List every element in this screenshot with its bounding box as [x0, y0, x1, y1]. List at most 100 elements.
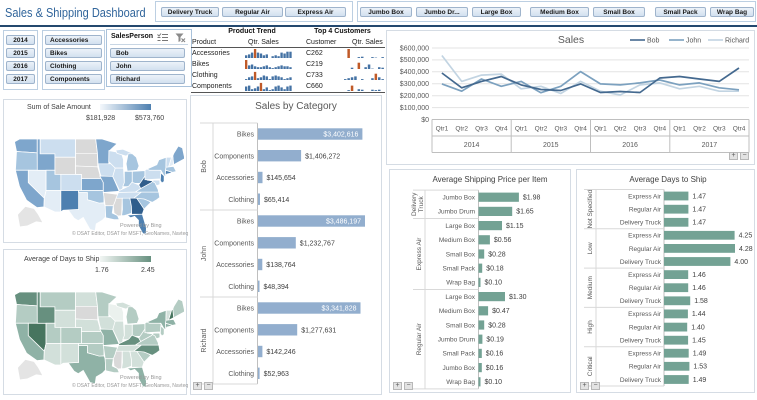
svg-text:$0.18: $0.18: [486, 266, 504, 273]
svg-text:Qtr2: Qtr2: [693, 126, 706, 133]
svg-text:Large Box: Large Box: [445, 223, 475, 230]
svg-text:1.49: 1.49: [693, 351, 707, 358]
svg-text:Richard: Richard: [725, 38, 749, 45]
svg-text:$300,000: $300,000: [400, 81, 429, 88]
svg-text:Jumbo Drum: Jumbo Drum: [438, 209, 475, 216]
svg-text:$142,246: $142,246: [266, 349, 295, 356]
svg-text:Jumbo Drum: Jumbo Drum: [438, 337, 475, 344]
svg-text:Qtr4: Qtr4: [733, 126, 746, 133]
svg-text:1.46: 1.46: [692, 272, 706, 279]
svg-text:1.47: 1.47: [692, 206, 706, 213]
svg-text:Regular Air: Regular Air: [629, 206, 662, 213]
svg-text:Qtr1: Qtr1: [436, 126, 449, 133]
svg-text:Not Specified: Not Specified: [587, 189, 594, 228]
svg-text:Delivery Truck: Delivery Truck: [620, 338, 662, 345]
svg-text:Qtr3: Qtr3: [713, 126, 726, 133]
svg-text:1.47: 1.47: [692, 193, 706, 200]
svg-text:$400,000: $400,000: [400, 69, 429, 76]
svg-text:Delivery Truck: Delivery Truck: [620, 220, 662, 227]
svg-text:Express Air: Express Air: [628, 233, 662, 240]
svg-text:Express Air: Express Air: [416, 237, 423, 271]
svg-text:$65,414: $65,414: [264, 197, 289, 204]
svg-text:Jumbo Box: Jumbo Box: [442, 195, 475, 202]
svg-text:Small Box: Small Box: [446, 322, 476, 329]
svg-text:$1,277,631: $1,277,631: [301, 327, 336, 334]
svg-text:1.53: 1.53: [693, 364, 707, 371]
svg-text:Wrap Bag: Wrap Bag: [446, 280, 475, 287]
svg-text:1.44: 1.44: [692, 311, 706, 318]
svg-text:Low: Low: [587, 242, 594, 254]
svg-text:Regular Air: Regular Air: [629, 364, 662, 371]
svg-text:1.58: 1.58: [694, 298, 708, 305]
svg-text:Small Box: Small Box: [446, 251, 476, 258]
svg-text:Wrap Bag: Wrap Bag: [446, 379, 475, 386]
svg-text:$200,000: $200,000: [400, 93, 429, 100]
svg-text:Clothing: Clothing: [228, 197, 254, 204]
svg-text:$52,963: $52,963: [264, 371, 289, 378]
svg-text:Bikes: Bikes: [237, 219, 255, 226]
svg-text:Accessories: Accessories: [216, 262, 254, 269]
svg-text:1.49: 1.49: [693, 377, 707, 384]
svg-text:$0.28: $0.28: [488, 322, 506, 329]
svg-text:Delivery: Delivery: [411, 192, 418, 216]
svg-text:Average Shipping Price per Ite: Average Shipping Price per Item: [432, 175, 547, 184]
svg-text:Jumbo Box: Jumbo Box: [442, 365, 475, 372]
svg-text:Components: Components: [214, 240, 254, 247]
svg-text:$145,654: $145,654: [267, 175, 296, 182]
svg-text:Qtr1: Qtr1: [673, 126, 686, 133]
svg-text:$48,394: $48,394: [264, 284, 289, 291]
svg-text:$0.10: $0.10: [485, 379, 503, 386]
svg-text:$0.28: $0.28: [488, 251, 506, 258]
svg-text:Qtr4: Qtr4: [653, 126, 666, 133]
svg-text:Qtr2: Qtr2: [535, 126, 548, 133]
svg-text:$0.19: $0.19: [486, 337, 504, 344]
svg-text:Accessories: Accessories: [216, 175, 254, 182]
svg-text:Bob: Bob: [201, 160, 208, 173]
svg-text:$1.30: $1.30: [509, 294, 527, 301]
svg-text:1.40: 1.40: [691, 324, 705, 331]
svg-text:Qtr3: Qtr3: [475, 126, 488, 133]
svg-text:Sales: Sales: [558, 34, 584, 46]
svg-text:4.28: 4.28: [739, 246, 753, 253]
svg-text:$0.16: $0.16: [486, 365, 504, 372]
svg-text:Truck: Truck: [418, 196, 425, 213]
svg-text:Regular Air: Regular Air: [629, 324, 662, 331]
svg-text:$0.16: $0.16: [486, 351, 504, 358]
svg-text:Components: Components: [214, 327, 254, 334]
svg-text:John: John: [201, 246, 208, 261]
svg-text:2016: 2016: [622, 142, 638, 149]
svg-text:Qtr4: Qtr4: [574, 126, 587, 133]
svg-text:Delivery Truck: Delivery Truck: [620, 298, 662, 305]
svg-text:1.47: 1.47: [692, 220, 706, 227]
svg-text:Qtr2: Qtr2: [455, 126, 468, 133]
svg-text:Bob: Bob: [647, 38, 660, 45]
svg-text:Express Air: Express Air: [628, 193, 662, 200]
svg-text:$100,000: $100,000: [400, 105, 429, 112]
svg-text:Qtr1: Qtr1: [515, 126, 528, 133]
svg-text:$0.10: $0.10: [485, 280, 503, 287]
svg-text:$1.98: $1.98: [523, 195, 541, 202]
svg-text:John: John: [686, 38, 701, 45]
svg-text:Accessories: Accessories: [216, 349, 254, 356]
svg-text:Express Air: Express Air: [628, 311, 662, 318]
svg-text:2015: 2015: [543, 142, 559, 149]
svg-text:Delivery Truck: Delivery Truck: [620, 259, 662, 266]
svg-text:$1.15: $1.15: [506, 223, 524, 230]
svg-text:Express Air: Express Air: [628, 272, 662, 279]
svg-text:Bikes: Bikes: [237, 132, 255, 139]
svg-text:Regular Air: Regular Air: [629, 285, 662, 292]
svg-text:Delivery Truck: Delivery Truck: [620, 377, 662, 384]
svg-text:$0.56: $0.56: [494, 237, 512, 244]
svg-text:$0.47: $0.47: [492, 308, 510, 315]
svg-text:Qtr3: Qtr3: [554, 126, 567, 133]
svg-text:Qtr4: Qtr4: [495, 126, 508, 133]
svg-text:$0: $0: [421, 117, 429, 124]
svg-text:$3,341,828: $3,341,828: [321, 306, 356, 313]
svg-text:$1.65: $1.65: [516, 209, 534, 216]
svg-text:2014: 2014: [464, 142, 480, 149]
svg-text:Qtr2: Qtr2: [614, 126, 627, 133]
svg-text:Qtr3: Qtr3: [634, 126, 647, 133]
svg-text:Small Pack: Small Pack: [442, 266, 475, 273]
svg-text:1.46: 1.46: [692, 285, 706, 292]
svg-text:Richard: Richard: [201, 328, 208, 352]
